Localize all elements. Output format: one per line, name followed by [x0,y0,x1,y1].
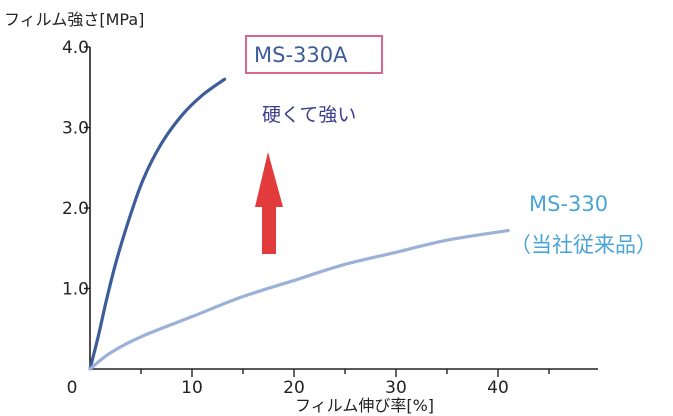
up-arrow-icon [255,152,283,254]
ms330-label-note: （当社従来品） [510,233,657,257]
x-tick-label: 40 [487,378,509,398]
ticks: 0 10 20 30 40 1.0 2.0 3.0 4.0 [62,38,550,398]
x-axis-title: フィルム伸び率[%] [295,396,434,415]
y-tick-label: 1.0 [62,280,89,300]
x-tick-label: 20 [283,378,305,398]
ms330-label: MS-330 [529,192,608,216]
series-line-ms330 [88,228,510,371]
ms330a-label-box [245,35,383,74]
series-line-ms330a [88,77,227,371]
x-tick-label: 10 [181,378,203,398]
series-lines [88,77,510,371]
ms330a-label: MS-330A [254,43,348,67]
y-tick-label: 4.0 [62,38,89,58]
x-tick-label: 0 [67,378,78,398]
hard-strong-annotation: 硬くて強い [262,104,356,126]
y-tick-label: 3.0 [62,119,89,139]
y-axis-title: フィルム強さ[MPa] [4,10,144,29]
y-tick-label: 2.0 [62,199,89,219]
x-tick-label: 30 [385,378,407,398]
